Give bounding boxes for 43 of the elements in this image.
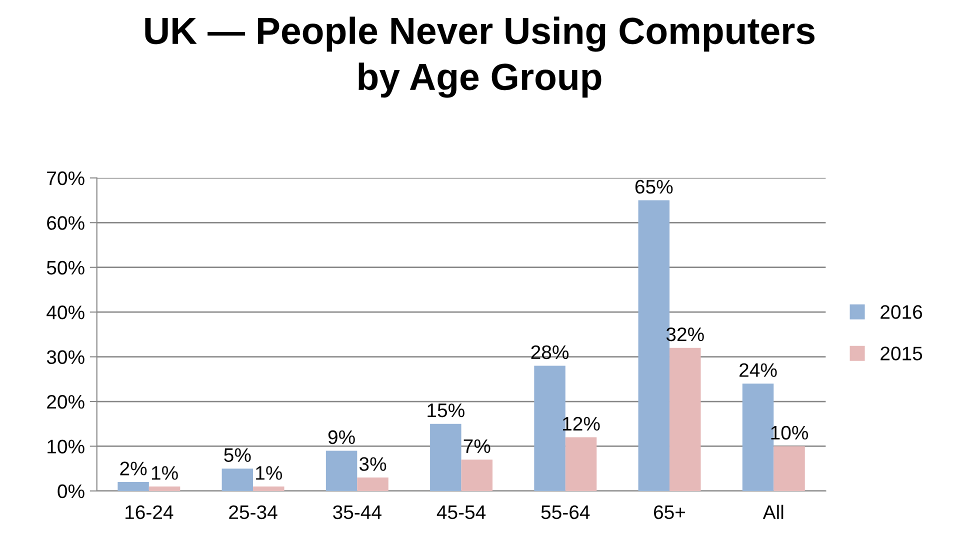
x-tick-label: 45-54 (436, 506, 486, 520)
y-tick-label: 10% (48, 440, 84, 454)
bar (118, 482, 149, 491)
data-label: 15% (428, 404, 464, 418)
bar (430, 424, 462, 491)
data-label: 32% (666, 327, 704, 342)
data-label: 12% (563, 416, 600, 431)
x-tick-label: 55-64 (541, 505, 590, 520)
y-tick-label: 0% (58, 484, 84, 498)
data-label: 10% (771, 426, 808, 440)
bar (253, 486, 284, 491)
x-tick-label: 16-24 (126, 505, 174, 520)
y-tick-label: 70% (47, 171, 84, 186)
bar (148, 486, 180, 491)
x-tick-label: All (762, 504, 784, 519)
data-label: 3% (359, 457, 386, 471)
data-label: 5% (224, 448, 251, 462)
x-tick-label: 65+ (654, 505, 686, 520)
bar (774, 446, 805, 491)
x-tick-label: 35-44 (333, 505, 382, 520)
data-label: 7% (464, 439, 490, 453)
data-label: 1% (256, 466, 282, 480)
data-label: 2% (120, 462, 147, 476)
bar (326, 450, 358, 491)
bar (565, 437, 597, 491)
y-tick-label: 60% (47, 216, 84, 230)
data-label: 24% (740, 363, 777, 377)
data-label: 28% (531, 345, 569, 360)
bar (222, 468, 254, 491)
x-tick-label: 25-34 (229, 505, 278, 520)
legend-label: 2016 (880, 305, 922, 319)
y-tick-label: 50% (46, 260, 84, 275)
y-tick-label: 20% (47, 394, 84, 409)
y-tick-label: 40% (46, 306, 84, 320)
data-label: 65% (635, 180, 673, 194)
y-tick-label: 30% (46, 350, 84, 364)
chart-title: UK — People Never Using Computers by Age Group (145, 16, 815, 98)
bar (357, 478, 388, 491)
legend-label: 2015 (880, 346, 922, 360)
data-label: 9% (328, 430, 355, 444)
data-label: 1% (152, 466, 178, 480)
bar (461, 460, 493, 491)
bar (670, 348, 701, 491)
